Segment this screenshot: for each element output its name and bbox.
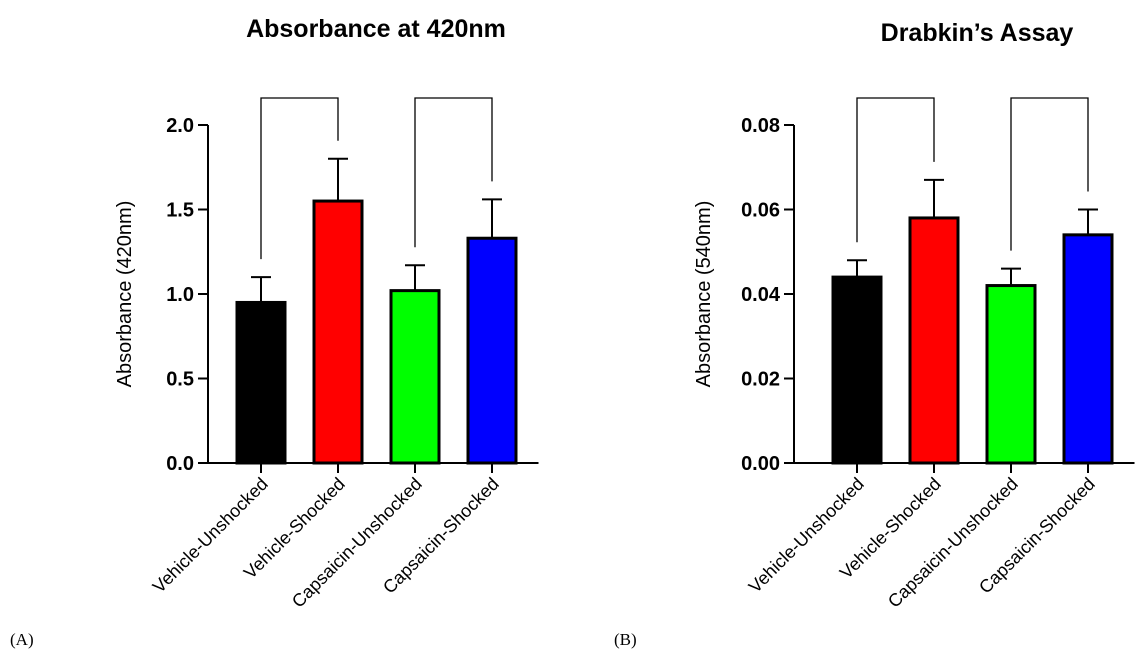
comparison-bracket [1010,97,1089,251]
bar [908,216,960,465]
chart-title: Absorbance at 420nm [246,15,506,43]
bar [389,289,441,465]
comparison-bracket [260,97,339,260]
bar [1062,233,1114,465]
y-axis-label: Absorbance (420nm) [114,201,136,388]
y-tick-label: 1.5 [166,200,194,222]
bar [831,275,883,465]
y-tick-label: 0.00 [741,453,780,475]
y-tick-label: 0.0 [166,453,194,475]
bar [466,236,518,465]
bar [312,199,364,465]
category-label: Capsaicin-Unshocked [884,474,1022,612]
y-axis-label: Absorbance (540nm) [693,201,715,388]
y-tick-label: 0.08 [741,115,780,137]
y-tick-label: 0.06 [741,200,780,222]
chart-title: Drabkin’s Assay [881,19,1074,47]
comparison-bracket [414,97,493,248]
category-label: Capsaicin-Unshocked [288,474,426,612]
panel-label: (A) [10,630,34,649]
panel-label: (B) [614,630,637,649]
y-tick-label: 2.0 [166,115,194,137]
comparison-bracket [856,97,935,243]
bar [985,284,1037,465]
y-tick-label: 0.5 [166,369,194,391]
bar [235,300,287,465]
panel-a: Absorbance at 420nm Absorbance (420nm) 0.0… [10,15,539,649]
y-tick-label: 1.0 [166,284,194,306]
panel-b: Drabkin’s Assay Absorbance (540nm) 0.00 0.0… [614,19,1135,649]
y-tick-label: 0.02 [741,369,780,391]
y-tick-label: 0.04 [741,284,781,306]
